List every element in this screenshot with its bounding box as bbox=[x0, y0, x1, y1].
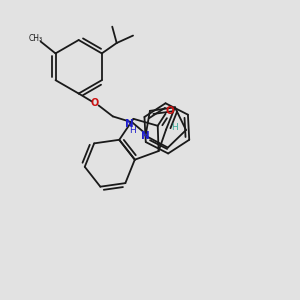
Text: CH₃: CH₃ bbox=[29, 34, 43, 43]
Text: N: N bbox=[125, 119, 134, 129]
Text: H: H bbox=[171, 123, 178, 132]
Text: H: H bbox=[130, 126, 136, 135]
Text: N: N bbox=[141, 131, 150, 141]
Text: O: O bbox=[91, 98, 99, 108]
Text: O: O bbox=[165, 106, 174, 116]
